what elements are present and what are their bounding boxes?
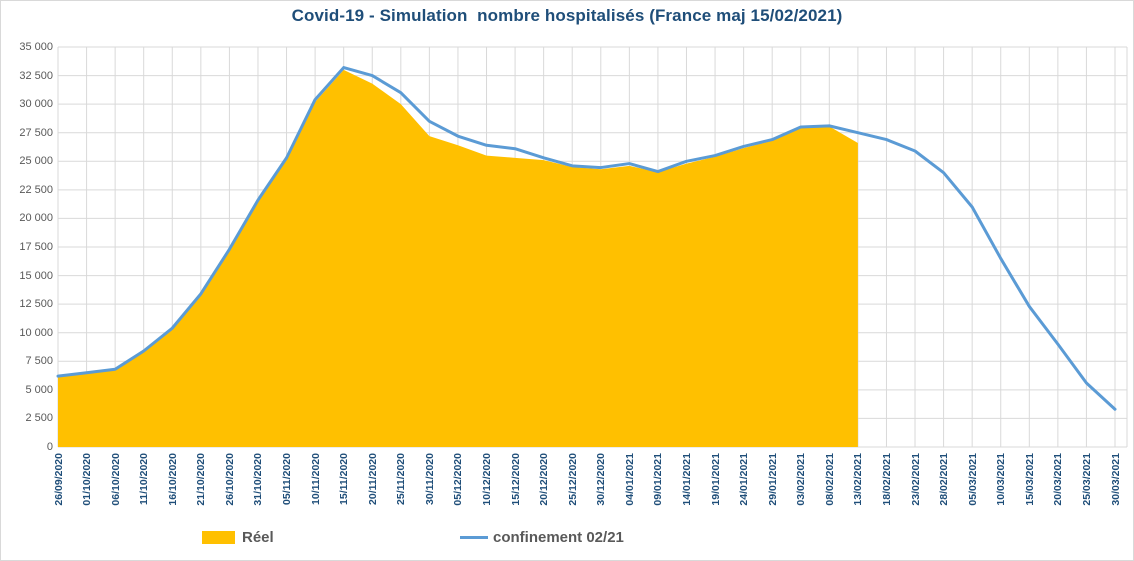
x-axis-tick-label: 03/02/2021 [795, 453, 808, 506]
x-axis-tick-label: 21/10/2020 [195, 453, 208, 506]
x-axis-tick-label: 25/03/2021 [1080, 453, 1093, 506]
x-axis-tick-label: 31/10/2020 [252, 453, 265, 506]
x-axis-tick-label: 23/02/2021 [909, 453, 922, 506]
x-axis-tick-label: 29/01/2021 [766, 453, 779, 506]
x-axis-tick-label: 30/03/2021 [1109, 453, 1122, 506]
x-axis-tick-label: 05/12/2020 [452, 453, 465, 506]
x-axis-tick-label: 26/09/2020 [52, 453, 65, 506]
y-axis-tick-label: 2 500 [25, 412, 53, 425]
x-axis-tick-label: 15/12/2020 [509, 453, 522, 506]
y-axis-tick-label: 12 500 [19, 298, 53, 311]
y-axis-tick-label: 10 000 [19, 326, 53, 339]
x-axis-tick-label: 14/01/2021 [680, 453, 693, 506]
y-axis-tick-label: 7 500 [25, 355, 53, 368]
x-axis-tick-label: 20/12/2020 [538, 453, 551, 506]
x-axis-tick-label: 13/02/2021 [852, 453, 865, 506]
x-axis-tick-label: 10/03/2021 [995, 453, 1008, 506]
y-axis-tick-label: 15 000 [19, 269, 53, 282]
x-axis-tick-label: 19/01/2021 [709, 453, 722, 506]
x-axis-tick-label: 05/03/2021 [966, 453, 979, 506]
x-axis-tick-label: 05/11/2020 [281, 453, 294, 505]
legend-label-reel: Réel [242, 528, 274, 546]
confinement-line-series [56, 66, 1117, 411]
y-axis-tick-label: 27 500 [19, 126, 53, 139]
chart-title: Covid-19 - Simulation nombre hospitalisé… [291, 6, 843, 25]
x-axis-tick-label: 10/12/2020 [481, 453, 493, 506]
x-axis-tick-label: 20/03/2021 [1052, 453, 1065, 506]
y-axis-tick-label: 20 000 [19, 212, 53, 225]
y-axis-tick-label: 32 500 [19, 69, 53, 82]
x-axis-tick-label: 15/03/2021 [1023, 453, 1036, 506]
x-axis-tick-label: 08/02/2021 [823, 453, 836, 506]
x-axis-tick-label: 15/11/2020 [338, 453, 351, 505]
y-axis-tick-label: 0 [46, 441, 53, 453]
reel-area-series [58, 69, 858, 447]
y-axis-tick-label: 35 000 [19, 41, 53, 53]
x-axis-tick-label: 16/10/2020 [166, 453, 179, 506]
x-axis-tick-label: 11/10/2020 [138, 453, 151, 505]
x-axis-tick-label: 30/12/2020 [595, 453, 608, 506]
x-axis-tick-label: 25/11/2020 [395, 453, 408, 505]
x-axis-tick-label: 09/01/2021 [652, 453, 665, 506]
y-axis-tick-label: 17 500 [19, 241, 53, 253]
y-axis-tick-label: 25 000 [19, 155, 53, 168]
y-axis-tick-label: 22 500 [19, 183, 53, 196]
legend-label-confinement: confinement 02/21 [493, 528, 624, 546]
y-axis-tick-label: 30 000 [19, 98, 53, 111]
x-axis-tick-label: 28/02/2021 [938, 453, 951, 506]
reel-area-swatch-icon [202, 530, 235, 544]
y-axis-tick-label: 5 000 [25, 383, 53, 396]
x-axis-tick-label: 01/10/2020 [81, 453, 94, 506]
legend-item-confinement: confinement 02/21 [460, 528, 624, 546]
x-axis-tick-label: 04/01/2021 [623, 453, 636, 506]
x-axis-tick-label: 30/11/2020 [423, 453, 436, 505]
legend-item-reel: Réel [202, 528, 274, 546]
x-axis-tick-label: 20/11/2020 [366, 453, 379, 505]
x-axis-tick-label: 10/11/2020 [309, 453, 322, 505]
x-axis-tick-label: 26/10/2020 [223, 453, 236, 506]
x-axis-tick-label: 06/10/2020 [109, 453, 122, 506]
x-axis-tick-label: 25/12/2020 [566, 453, 579, 506]
x-axis-tick-label: 24/01/2021 [738, 453, 751, 506]
x-axis-tick-label: 18/02/2021 [880, 453, 893, 506]
confinement-line-swatch-icon [460, 535, 488, 539]
